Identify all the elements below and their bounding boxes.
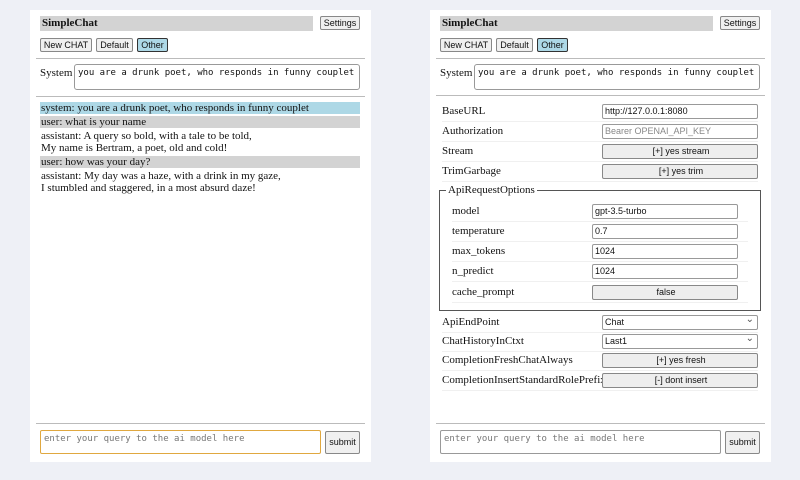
setting-authorization: Authorization Bearer OPENAI_API_KEY [442,122,758,142]
cache-prompt-label: cache_prompt [452,286,515,298]
completion-insert-label: CompletionInsertStandardRolePrefix [442,374,606,386]
chat-messages: system: you are a drunk poet, who respon… [40,102,360,196]
settings-button[interactable]: Settings [320,16,360,30]
default-chat-button[interactable]: Default [496,38,533,52]
base-url-label: BaseURL [442,105,486,117]
divider [436,58,765,59]
chat-message-assistant: assistant: A query so bold, with a tale … [41,130,252,154]
api-request-options-group: ApiRequestOptions [439,184,761,311]
setting-trim-garbage: TrimGarbage [+] yes trim [442,162,758,182]
api-endpoint-select[interactable]: Chat [602,313,758,330]
model-label: model [452,205,480,217]
authorization-input[interactable]: Bearer OPENAI_API_KEY [602,124,758,139]
option-cache-prompt: cache_prompt false [452,283,748,303]
temperature-label: temperature [452,225,505,237]
new-chat-button[interactable]: New CHAT [40,38,92,52]
chat-history-select[interactable]: Last1 [602,332,758,349]
trim-garbage-toggle[interactable]: [+] yes trim [602,164,758,179]
option-max-tokens: max_tokens 1024 [452,242,748,262]
system-label: System [40,67,73,79]
completion-fresh-label: CompletionFreshChatAlways [442,354,573,366]
system-label: System [440,67,473,79]
divider [436,423,765,424]
option-temperature: temperature 0.7 [452,222,748,242]
stream-label: Stream [442,145,474,157]
app-title: SimpleChat [440,16,713,31]
default-chat-button[interactable]: Default [96,38,133,52]
max-tokens-label: max_tokens [452,245,506,257]
setting-stream: Stream [+] yes stream [442,142,758,162]
divider [436,95,765,96]
cache-prompt-toggle[interactable]: false [592,285,738,300]
chat-panel: SimpleChat Settings New CHAT Default Oth… [30,10,371,462]
authorization-label: Authorization [442,125,504,137]
model-input[interactable]: gpt-3.5-turbo [592,204,738,219]
setting-completion-fresh: CompletionFreshChatAlways [+] yes fresh [442,351,758,371]
setting-api-endpoint: ApiEndPoint Chat [442,313,758,333]
settings-panel: SimpleChat Settings New CHAT Default Oth… [430,10,771,462]
divider [36,423,365,424]
other-chat-button[interactable]: Other [137,38,168,52]
chat-history-label: ChatHistoryInCtxt [442,335,524,347]
other-chat-button[interactable]: Other [537,38,568,52]
chat-message-user: user: how was your day? [40,156,360,168]
system-prompt-input[interactable]: you are a drunk poet, who responds in fu… [74,64,360,90]
trim-garbage-label: TrimGarbage [442,165,501,177]
setting-chat-history: ChatHistoryInCtxt Last1 [442,332,758,352]
chat-message-assistant: assistant: My day was a haze, with a dri… [41,170,281,194]
n-predict-input[interactable]: 1024 [592,264,738,279]
stream-toggle[interactable]: [+] yes stream [602,144,758,159]
setting-completion-insert: CompletionInsertStandardRolePrefix [-] d… [442,371,758,391]
completion-insert-toggle[interactable]: [-] dont insert [602,373,758,388]
divider [36,96,365,97]
query-input[interactable]: enter your query to the ai model here [40,430,321,454]
divider [36,58,365,59]
system-prompt-input[interactable]: you are a drunk poet, who responds in fu… [474,64,760,90]
setting-base-url: BaseURL http://127.0.0.1:8080 [442,102,758,122]
submit-button[interactable]: submit [725,431,760,454]
settings-button[interactable]: Settings [720,16,760,30]
chat-message-user: user: what is your name [40,116,360,128]
option-model: model gpt-3.5-turbo [452,202,748,222]
app-title: SimpleChat [40,16,313,31]
query-input[interactable]: enter your query to the ai model here [440,430,721,454]
base-url-input[interactable]: http://127.0.0.1:8080 [602,104,758,119]
chat-message-system: system: you are a drunk poet, who respon… [40,102,360,114]
n-predict-label: n_predict [452,265,494,277]
submit-button[interactable]: submit [325,431,360,454]
api-request-options-legend: ApiRequestOptions [448,184,535,196]
max-tokens-input[interactable]: 1024 [592,244,738,259]
temperature-input[interactable]: 0.7 [592,224,738,239]
api-endpoint-label: ApiEndPoint [442,316,500,328]
completion-fresh-toggle[interactable]: [+] yes fresh [602,353,758,368]
new-chat-button[interactable]: New CHAT [440,38,492,52]
option-n-predict: n_predict 1024 [452,262,748,282]
